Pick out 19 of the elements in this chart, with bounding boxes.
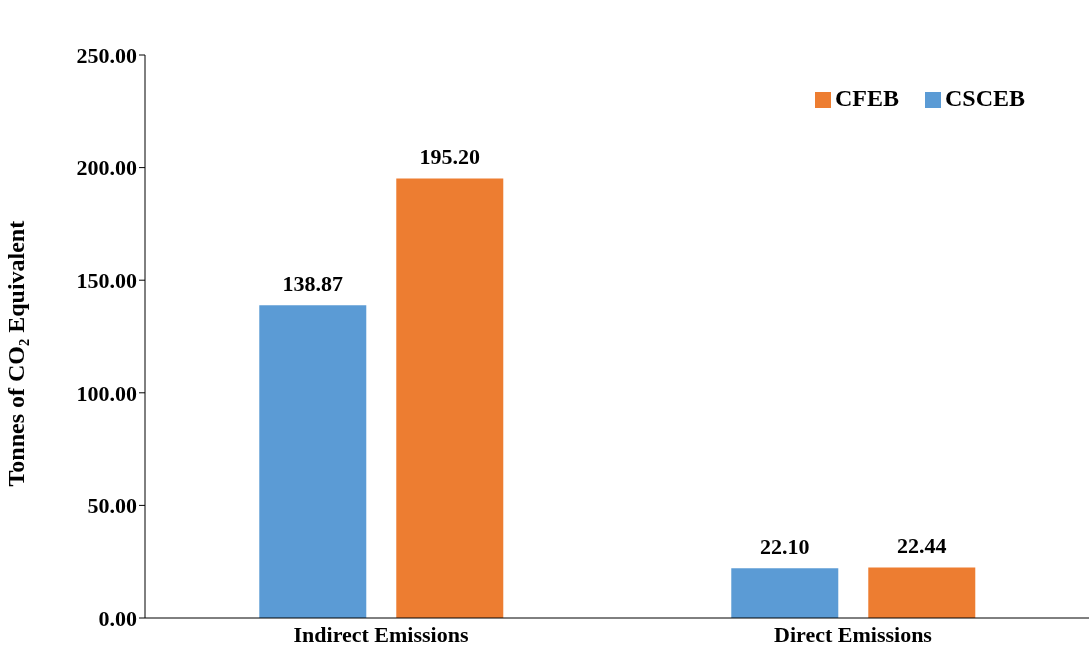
data-label: 22.10 bbox=[760, 534, 810, 560]
y-tick-label: 50.00 bbox=[87, 493, 137, 519]
x-tick-label: Direct Emissions bbox=[774, 621, 933, 647]
legend-label: CSCEB bbox=[944, 85, 1025, 111]
y-tick-label: 0.00 bbox=[98, 605, 137, 631]
data-label: 138.87 bbox=[282, 271, 344, 297]
bar bbox=[259, 305, 367, 618]
y-tick-label: 100.00 bbox=[76, 380, 137, 406]
y-tick-label: 200.00 bbox=[76, 155, 137, 181]
legend-label: CFEB bbox=[834, 85, 899, 111]
y-tick-label: 150.00 bbox=[76, 268, 137, 294]
y-tick-label: 250.00 bbox=[76, 42, 137, 68]
x-tick-label: Indirect Emissions bbox=[293, 621, 469, 647]
data-label: 22.44 bbox=[897, 533, 947, 559]
bar bbox=[868, 567, 976, 618]
bar bbox=[396, 178, 504, 618]
bar bbox=[731, 568, 839, 618]
data-label: 195.20 bbox=[419, 144, 481, 170]
y-axis-title: Tonnes of CO₂ Equivalent bbox=[2, 220, 29, 487]
